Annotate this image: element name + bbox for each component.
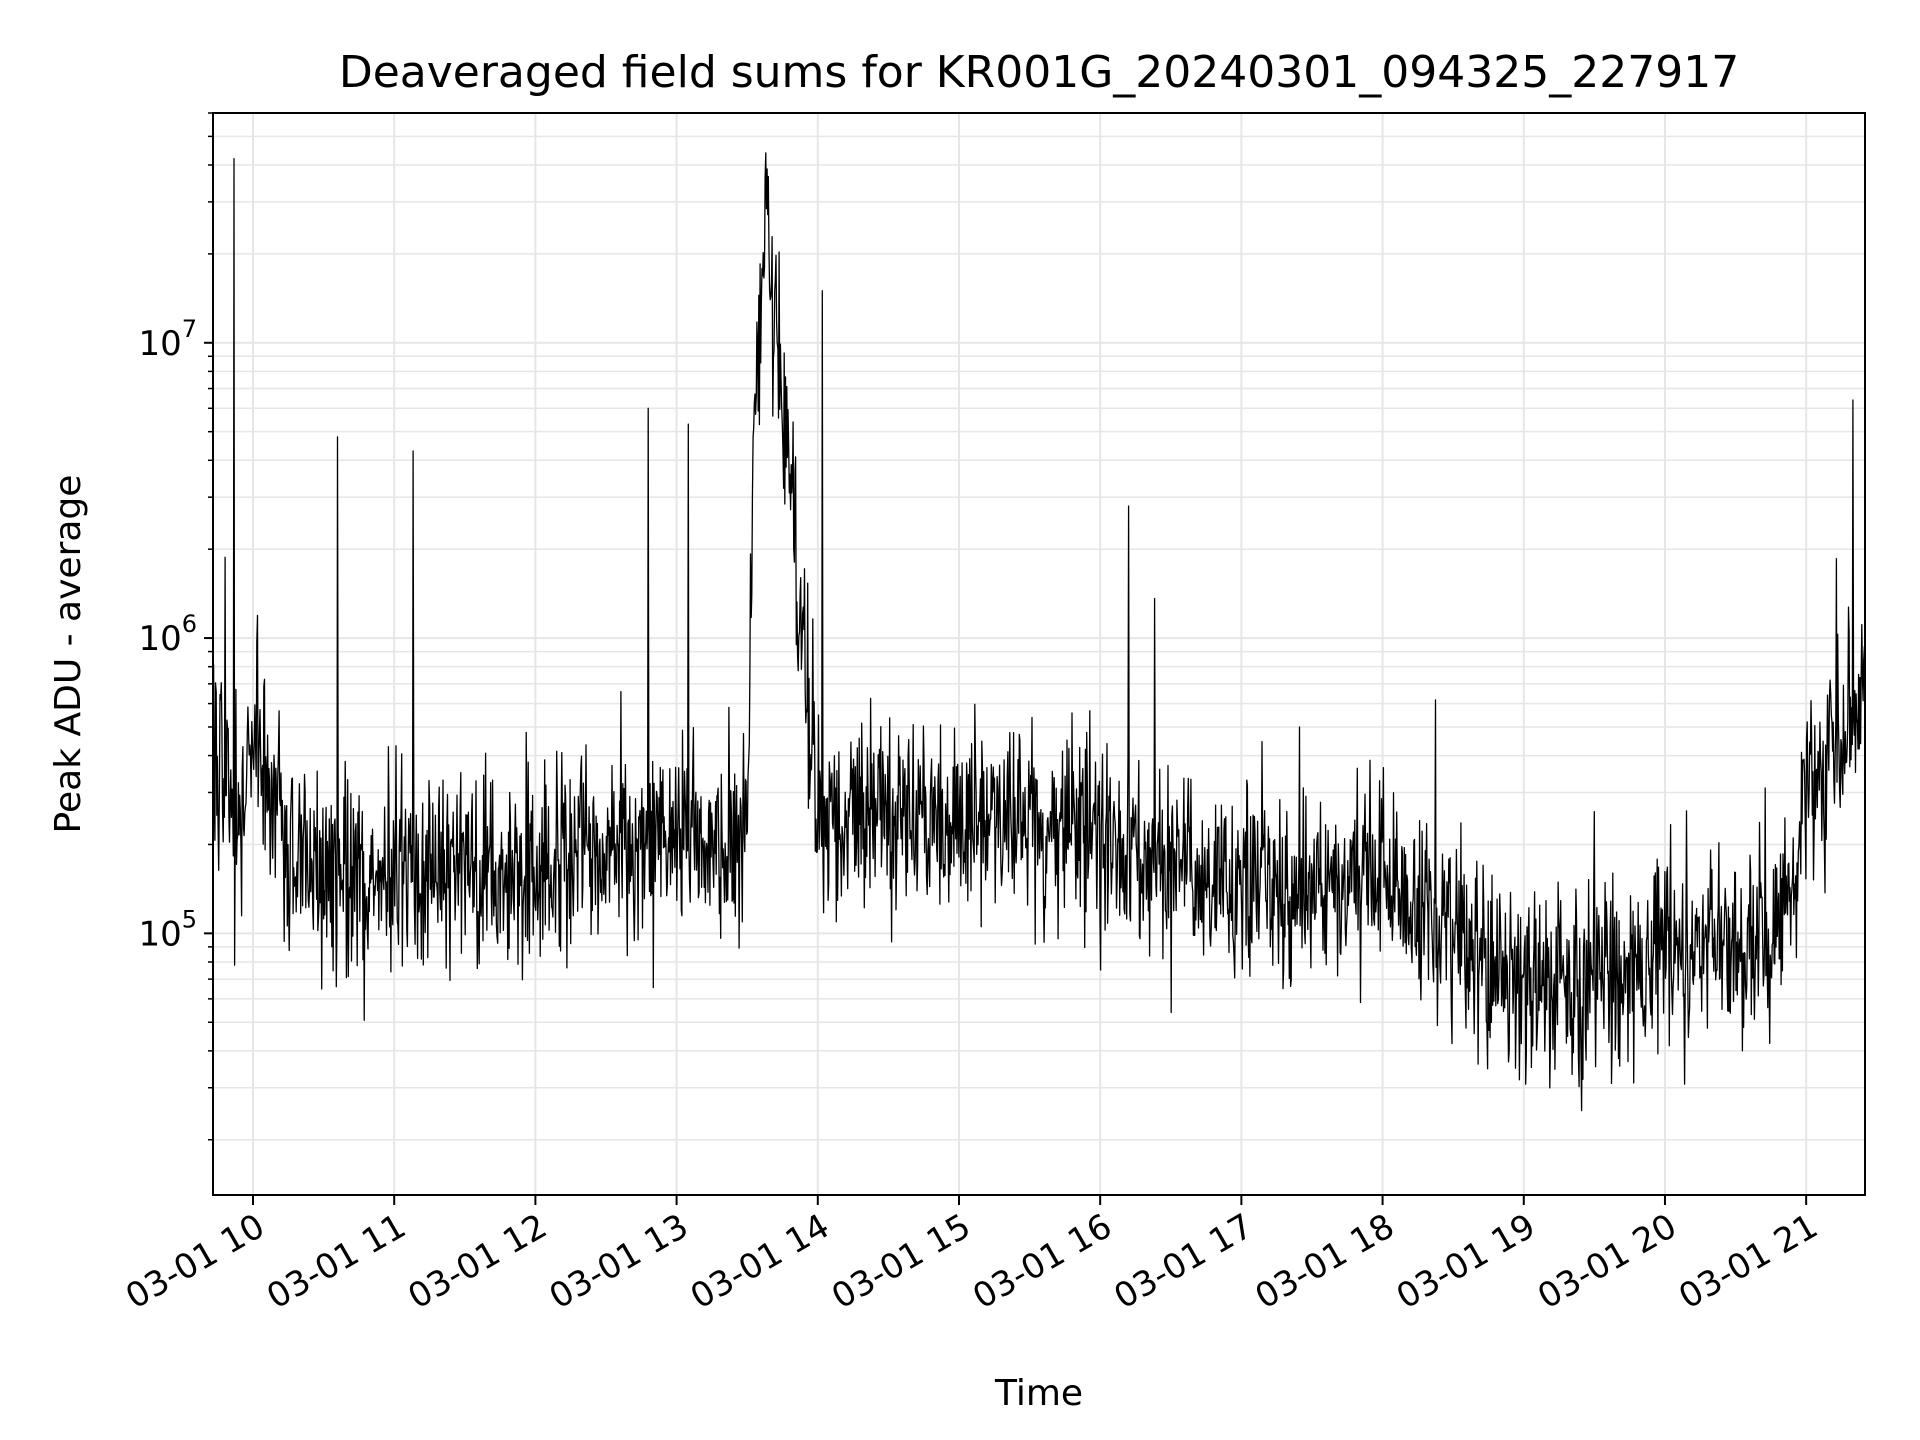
series-line <box>212 152 1866 1112</box>
y-tick-label: 107 <box>138 315 197 364</box>
y-tick-label: 106 <box>138 610 197 659</box>
y-axis-label: Peak ADU - average <box>48 475 89 834</box>
plot-frame <box>212 112 1866 1196</box>
y-tick-label: 105 <box>138 905 197 954</box>
y-axis: 105 106 107 <box>138 112 213 1141</box>
x-axis-label: Time <box>994 1373 1083 1414</box>
chart-title: Deaveraged field sums for KR001G_2024030… <box>339 47 1739 98</box>
